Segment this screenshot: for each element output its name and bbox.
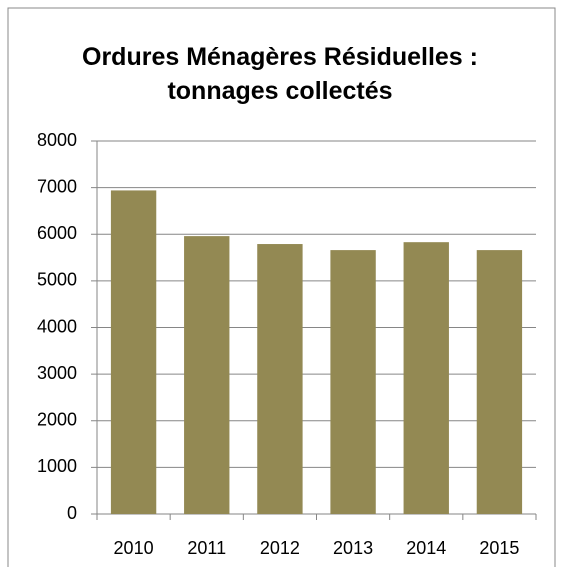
bar <box>403 242 449 514</box>
y-tick-label: 1000 <box>37 456 77 476</box>
y-tick-label: 5000 <box>37 270 77 290</box>
y-tick-label: 4000 <box>37 316 77 336</box>
x-tick-label: 2012 <box>260 538 300 558</box>
bar <box>476 250 523 515</box>
y-tick-label: 0 <box>67 503 77 523</box>
x-tick-label: 2010 <box>114 538 154 558</box>
bar <box>110 190 157 515</box>
chart-title: Ordures Ménagères Résiduelles : tonnages… <box>82 43 478 105</box>
chart-border <box>7 7 556 567</box>
y-tick-label: 8000 <box>37 130 77 150</box>
x-tick-label: 2014 <box>406 538 446 558</box>
y-tick-label: 6000 <box>37 223 77 243</box>
bar <box>330 250 376 515</box>
y-tick-label: 2000 <box>37 410 77 430</box>
y-tick-label: 3000 <box>37 363 77 383</box>
y-tick-label: 7000 <box>37 176 77 196</box>
x-tick-label: 2011 <box>187 538 226 558</box>
x-tick-label: 2015 <box>479 538 519 558</box>
bar <box>257 244 303 514</box>
bar <box>184 236 230 515</box>
x-tick-label: 2013 <box>333 538 373 558</box>
